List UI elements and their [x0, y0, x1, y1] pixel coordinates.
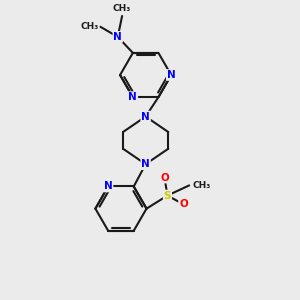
- Text: N: N: [141, 112, 150, 122]
- Text: N: N: [113, 32, 122, 42]
- Text: CH₃: CH₃: [81, 22, 99, 31]
- Text: CH₃: CH₃: [113, 4, 131, 13]
- Text: N: N: [104, 182, 112, 191]
- Text: O: O: [160, 172, 169, 182]
- Text: N: N: [167, 70, 176, 80]
- Text: O: O: [179, 199, 188, 209]
- Text: CH₃: CH₃: [192, 181, 210, 190]
- Text: N: N: [141, 159, 150, 169]
- Text: S: S: [164, 190, 171, 201]
- Text: N: N: [128, 92, 137, 102]
